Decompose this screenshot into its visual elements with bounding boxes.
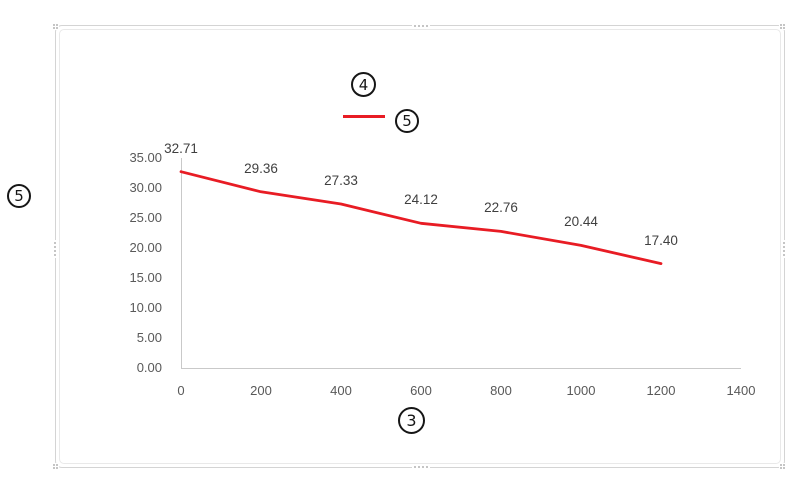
data-label: 17.40 — [644, 232, 678, 248]
x-tick-label: 1000 — [566, 383, 596, 398]
y-axis-title-marker[interactable]: 5 — [7, 184, 31, 208]
y-tick-label: 5.00 — [136, 330, 162, 345]
chart-title-marker[interactable]: 4 — [351, 72, 376, 97]
data-label: 27.33 — [324, 173, 358, 189]
resize-handle-bottom-right[interactable] — [779, 463, 786, 470]
y-tick-label: 10.00 — [129, 300, 162, 315]
y-tick-label: 20.00 — [129, 240, 162, 255]
y-tick-label: 30.00 — [129, 180, 162, 195]
y-tick-label: 35.00 — [129, 150, 162, 165]
axis-lines — [181, 158, 741, 369]
resize-handle-bottom-left[interactable] — [52, 463, 59, 470]
legend[interactable]: 5 — [338, 105, 428, 139]
y-tick-label: 25.00 — [129, 210, 162, 225]
resize-handle-top[interactable] — [412, 24, 430, 28]
chart-area[interactable] — [59, 29, 781, 464]
x-tick-label: 600 — [410, 383, 432, 398]
x-tick-label: 1400 — [726, 383, 756, 398]
data-label: 32.71 — [164, 140, 198, 156]
data-label: 20.44 — [564, 214, 598, 230]
resize-handle-bottom[interactable] — [412, 465, 430, 469]
y-tick-label: 15.00 — [129, 270, 162, 285]
x-tick-label: 0 — [177, 383, 185, 398]
x-tick-label: 200 — [250, 383, 272, 398]
x-axis-title-marker[interactable]: 3 — [398, 407, 425, 434]
legend-label-marker[interactable]: 5 — [395, 109, 419, 133]
x-tick-label: 800 — [490, 383, 512, 398]
x-tick-label: 400 — [330, 383, 352, 398]
resize-handle-right[interactable] — [782, 240, 786, 258]
resize-handle-top-left[interactable] — [52, 23, 59, 30]
series-line[interactable] — [179, 170, 663, 266]
resize-handle-left[interactable] — [53, 240, 57, 258]
data-label: 29.36 — [244, 160, 278, 176]
x-tick-label: 1200 — [646, 383, 676, 398]
y-tick-label: 0.00 — [136, 360, 162, 375]
resize-handle-top-right[interactable] — [779, 23, 786, 30]
data-label: 24.12 — [404, 192, 438, 208]
data-label: 22.76 — [484, 200, 518, 216]
chart-selection-frame[interactable] — [55, 25, 785, 468]
